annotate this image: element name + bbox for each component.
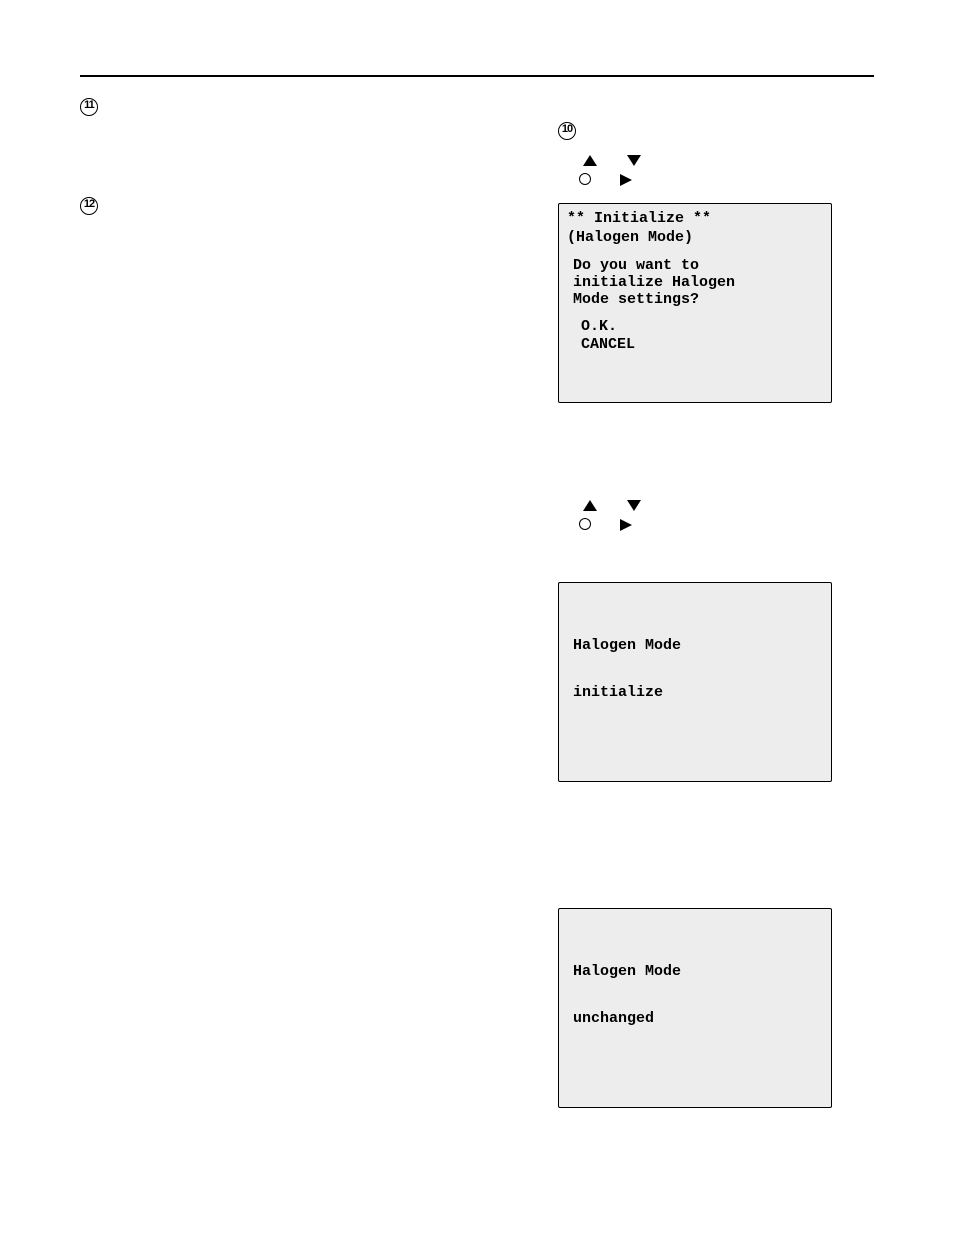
lcd-a-cancel[interactable]: CANCEL: [581, 336, 823, 353]
lcd-a-ok[interactable]: O.K.: [581, 318, 823, 335]
circle-icon: [579, 173, 591, 185]
direction-keys-1: [575, 155, 665, 195]
lcd-a-q2: initialize Halogen: [573, 274, 823, 291]
step-marker-12-label: 12: [80, 199, 98, 210]
lcd-a-q3: Mode settings?: [573, 291, 823, 308]
lcd-a-title: ** Initialize **: [567, 210, 823, 227]
lcd-initialize-result: Halogen Mode initialize: [558, 582, 832, 782]
circle-icon: [579, 518, 591, 530]
lcd-b-line1: Halogen Mode: [573, 637, 823, 654]
step-marker-10: 10: [558, 122, 578, 142]
right-icon: [620, 519, 632, 531]
right-icon: [620, 174, 632, 186]
step-marker-11-label: 11: [80, 100, 98, 111]
lcd-a-q1: Do you want to: [573, 257, 823, 274]
down-icon: [627, 155, 641, 166]
top-rule: [80, 75, 874, 77]
step-marker-10-label: 10: [558, 124, 576, 135]
step-marker-11: 11: [80, 98, 100, 118]
up-icon: [583, 500, 597, 511]
lcd-a-subtitle: (Halogen Mode): [567, 229, 823, 246]
direction-keys-2: [575, 500, 665, 540]
lcd-unchanged-result: Halogen Mode unchanged: [558, 908, 832, 1108]
lcd-c-line1: Halogen Mode: [573, 963, 823, 980]
lcd-b-line2: initialize: [573, 684, 823, 701]
down-icon: [627, 500, 641, 511]
lcd-c-line2: unchanged: [573, 1010, 823, 1027]
up-icon: [583, 155, 597, 166]
lcd-initialize-prompt: ** Initialize ** (Halogen Mode) Do you w…: [558, 203, 832, 403]
step-marker-12: 12: [80, 197, 100, 217]
page: 11 12 10 ** Initialize ** (Halogen Mode)…: [0, 0, 954, 1237]
